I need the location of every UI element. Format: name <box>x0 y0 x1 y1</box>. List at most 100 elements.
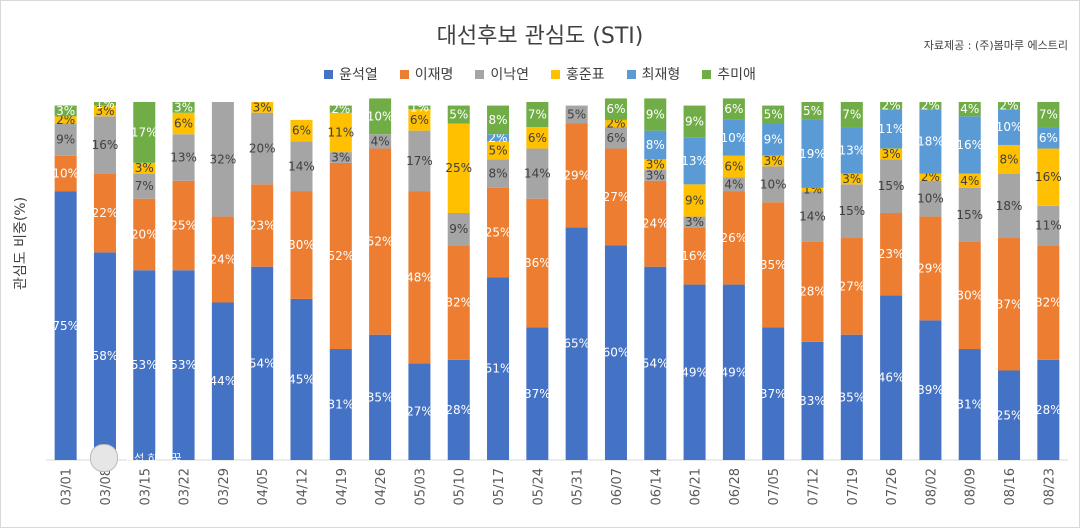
x-tick-label: 03/15 <box>138 468 153 505</box>
bar-segment <box>93 105 116 117</box>
bar-segment <box>958 241 981 350</box>
bar-segment <box>54 116 77 124</box>
legend-label: 추미애 <box>717 67 756 83</box>
bar-segment <box>54 105 77 117</box>
bar-segment <box>1037 245 1060 360</box>
bar-segment <box>840 127 863 174</box>
bar-segment <box>133 173 156 199</box>
data-label: 3% <box>95 104 114 118</box>
data-label: 5% <box>489 143 508 157</box>
data-label: 31% <box>956 398 983 412</box>
data-label: 14% <box>288 159 315 173</box>
bar-segment <box>880 295 903 460</box>
bar-segment <box>133 270 156 460</box>
data-label: 17% <box>406 154 433 168</box>
data-label: 19% <box>799 147 826 161</box>
bar-segment <box>93 173 116 253</box>
data-label: 45% <box>288 372 315 386</box>
data-label: 6% <box>528 131 547 145</box>
legend-swatch <box>702 69 712 79</box>
bar-segment <box>1037 205 1060 246</box>
data-label: 13% <box>170 150 197 164</box>
legend-swatch <box>551 69 560 79</box>
watermark: 명섭 하츠 꿈 <box>90 444 182 472</box>
x-tick-label: 05/31 <box>571 468 586 505</box>
data-label: 14% <box>524 167 551 181</box>
bar-segment <box>369 148 392 335</box>
bar-segment <box>958 349 981 460</box>
bar-segment <box>447 123 470 213</box>
data-label: 4% <box>371 134 390 148</box>
legend-label: 윤석열 <box>339 67 378 83</box>
bar-segment <box>840 238 863 335</box>
bar-segment <box>880 109 903 149</box>
data-label: 8% <box>646 138 665 152</box>
legend-label: 최재형 <box>641 67 681 83</box>
data-label: 3% <box>882 147 901 161</box>
bar-segment <box>408 109 431 131</box>
bar-segment <box>801 341 824 460</box>
bar-segment <box>801 241 824 342</box>
bar-segment <box>683 105 706 138</box>
bar-segment <box>644 180 667 267</box>
bar-segment <box>722 284 745 460</box>
bar-segment <box>762 123 785 156</box>
data-label: 35% <box>760 258 787 272</box>
x-tick-label: 07/19 <box>846 468 861 505</box>
bar-segment <box>958 187 981 242</box>
data-label: 3% <box>174 100 193 114</box>
bar-segment <box>919 102 942 110</box>
bar-segment <box>919 173 942 181</box>
data-label: 11% <box>1035 219 1062 233</box>
bar-segment <box>408 130 431 192</box>
data-label: 2% <box>1000 99 1019 113</box>
bar-segment <box>290 298 313 460</box>
bar-segment <box>251 184 274 267</box>
bar-segment <box>487 187 510 278</box>
x-tick-label: 06/14 <box>649 468 664 505</box>
bar-segment <box>211 102 234 217</box>
data-label: 22% <box>92 206 119 220</box>
data-label: 2% <box>921 99 940 113</box>
bar-segment <box>998 238 1021 371</box>
data-label: 36% <box>524 256 551 270</box>
data-label: 4% <box>724 177 743 191</box>
bar-segment <box>487 134 510 142</box>
bar-segment <box>54 123 77 156</box>
bar-segment <box>919 216 942 321</box>
bar-segment <box>447 245 470 360</box>
legend-label: 이낙연 <box>490 67 529 83</box>
data-label: 27% <box>838 279 865 293</box>
data-label: 54% <box>642 356 669 370</box>
bar-segment <box>329 349 352 460</box>
chart-legend: 윤석열 이재명 이낙연 홍준표 최재형 추미애 <box>0 64 1080 84</box>
bar-segment <box>840 334 863 460</box>
legend-item-3: 홍준표 <box>551 64 605 84</box>
data-label: 9% <box>56 133 75 147</box>
data-label: 30% <box>288 238 315 252</box>
data-label: 25% <box>485 226 512 240</box>
data-label: 28% <box>799 285 826 299</box>
bar-segment <box>487 105 510 135</box>
x-tick-label: 05/24 <box>531 468 546 505</box>
data-label: 3% <box>56 104 75 118</box>
data-label: 6% <box>606 131 625 145</box>
data-label: 14% <box>799 210 826 224</box>
chart-title: 대선후보 관심도 (STI) <box>436 24 644 49</box>
bar-segment <box>958 116 981 174</box>
data-label: 16% <box>681 249 708 263</box>
bar-segment <box>683 137 706 185</box>
bar-segment <box>683 227 706 285</box>
bar-segment <box>998 102 1021 110</box>
data-label: 8% <box>1000 152 1019 166</box>
legend-item-2: 이낙연 <box>475 64 529 84</box>
data-label: 11% <box>327 125 354 139</box>
bar-segment <box>251 102 274 113</box>
bar-segment <box>801 187 824 192</box>
bar-segment <box>958 173 981 188</box>
x-tick-label: 05/03 <box>413 468 428 505</box>
bar-segment <box>172 270 195 460</box>
bar-segment <box>1037 102 1060 128</box>
data-label: 15% <box>878 179 905 193</box>
bar-segment <box>919 320 942 460</box>
